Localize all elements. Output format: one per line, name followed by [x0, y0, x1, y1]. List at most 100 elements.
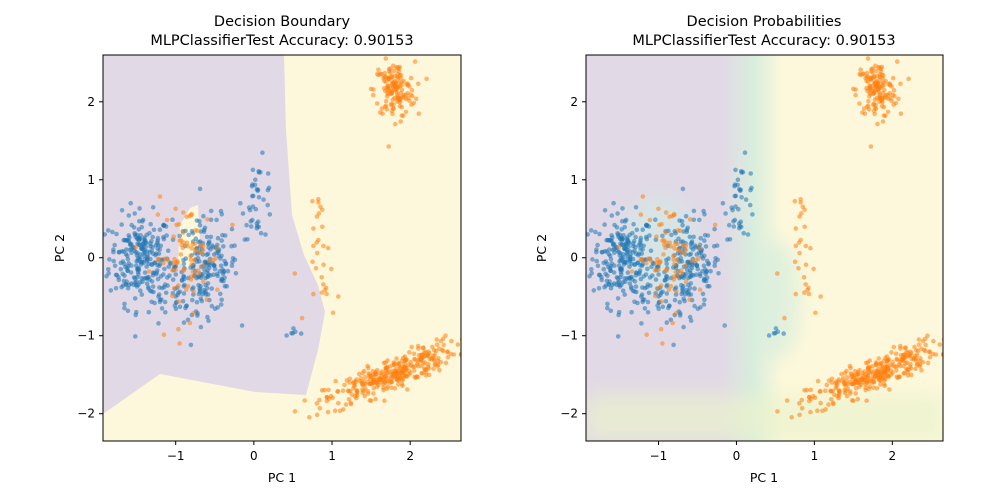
- right-class0-point: [663, 298, 669, 304]
- right-class1-point: [671, 253, 676, 259]
- left-class1-point: [373, 372, 379, 377]
- right-class0-point: [664, 261, 669, 267]
- right-class0-point: [703, 278, 709, 284]
- left-class0-point: [218, 302, 224, 307]
- right-class0-point: [681, 324, 686, 330]
- right-class1-point: [803, 262, 809, 268]
- left-class0-point: [135, 250, 140, 256]
- right-class1-point: [949, 340, 954, 345]
- left-class1-point: [418, 357, 424, 363]
- right-class0-point: [610, 247, 616, 253]
- right-class0-point: [733, 204, 738, 209]
- right-class1-point: [865, 74, 870, 80]
- right-class1-point: [818, 388, 823, 394]
- left-class0-point: [206, 245, 211, 250]
- right-class1-point: [919, 367, 924, 373]
- right-class0-point: [647, 233, 652, 238]
- right-class0-point: [679, 282, 684, 288]
- left-class0-point: [197, 219, 202, 224]
- left-class0-point: [206, 272, 212, 278]
- right-class1-point: [653, 260, 659, 266]
- left-class1-point: [311, 243, 316, 249]
- left-class0-point: [159, 285, 165, 291]
- right-class0-point: [634, 227, 640, 233]
- left-class0-point: [124, 247, 129, 252]
- right-class1-point: [871, 385, 876, 391]
- right-class1-point: [881, 113, 887, 118]
- right-class0-point: [773, 326, 779, 331]
- right-class1-point: [818, 400, 823, 406]
- left-class1-point: [354, 377, 359, 382]
- left-class0-point: [138, 255, 143, 260]
- left-class1-point: [382, 78, 387, 84]
- left-class1-point: [413, 375, 419, 381]
- left-class0-point: [106, 267, 111, 272]
- left-class1-point: [407, 84, 412, 89]
- left-class1-point: [389, 385, 394, 391]
- left-class1-point: [363, 382, 368, 387]
- right-class0-point: [669, 232, 674, 238]
- right-class1-point: [842, 370, 848, 376]
- right-class1-point: [923, 348, 928, 354]
- left-class1-point: [201, 279, 206, 285]
- left-class1-point: [188, 277, 194, 282]
- right-class0-point: [656, 272, 661, 277]
- left-class1-point: [381, 360, 387, 366]
- right-class1-point: [775, 271, 780, 276]
- left-class0-point: [196, 274, 201, 280]
- right-class0-point: [708, 268, 713, 274]
- right-class0-point: [596, 286, 602, 291]
- left-class1-point: [466, 338, 471, 343]
- right-class1-point: [638, 212, 644, 217]
- right-class0-point: [633, 251, 639, 256]
- left-class0-point: [164, 233, 169, 238]
- left-class1-point: [371, 87, 376, 92]
- left-class0-point: [144, 281, 150, 286]
- left-class0-point: [146, 309, 152, 315]
- right-class0-point: [647, 275, 653, 280]
- left-class1-point: [381, 387, 386, 393]
- left-class0-point: [177, 289, 183, 295]
- left-class0-point: [207, 239, 212, 244]
- left-class0-point: [110, 229, 115, 235]
- right-class0-point: [634, 289, 639, 295]
- left-class1-point: [205, 217, 210, 222]
- right-class1-point: [840, 376, 846, 381]
- left-class0-point: [170, 217, 175, 222]
- left-class0-point: [128, 241, 134, 247]
- right-class0-point: [611, 270, 617, 275]
- left-class1-point: [307, 415, 312, 420]
- left-class0-point: [137, 218, 142, 224]
- right-class1-point: [832, 392, 837, 398]
- left-class1-point: [403, 109, 409, 115]
- right-class0-point: [645, 266, 650, 272]
- left-class0-point: [149, 238, 154, 244]
- left-class1-point: [170, 268, 175, 273]
- left-class1-point: [362, 374, 368, 380]
- right-class1-point: [896, 362, 902, 367]
- left-class0-point: [232, 257, 238, 263]
- left-class1-point: [435, 358, 441, 364]
- right-class1-point: [872, 84, 878, 89]
- left-class0-point: [197, 223, 203, 228]
- right-class0-point: [655, 303, 660, 308]
- left-class0-point: [157, 247, 162, 252]
- left-class0-point: [197, 259, 202, 264]
- left-class1-point: [190, 241, 195, 247]
- right-class1-point: [890, 75, 896, 81]
- right-class1-point: [871, 376, 876, 382]
- right-class0-point: [682, 298, 687, 304]
- right-class1-point: [656, 206, 661, 212]
- left-class1-point: [314, 250, 320, 256]
- left-class1-point: [412, 59, 418, 64]
- right-class1-point: [866, 370, 871, 375]
- right-class1-point: [793, 291, 799, 297]
- left-class1-point: [191, 289, 196, 294]
- right-class0-point: [732, 217, 738, 223]
- right-class1-point: [845, 374, 850, 380]
- left-class1-point: [358, 376, 364, 381]
- right-ytick-label: 1: [570, 173, 578, 187]
- left-class0-point: [229, 226, 235, 232]
- left-class1-point: [346, 397, 352, 402]
